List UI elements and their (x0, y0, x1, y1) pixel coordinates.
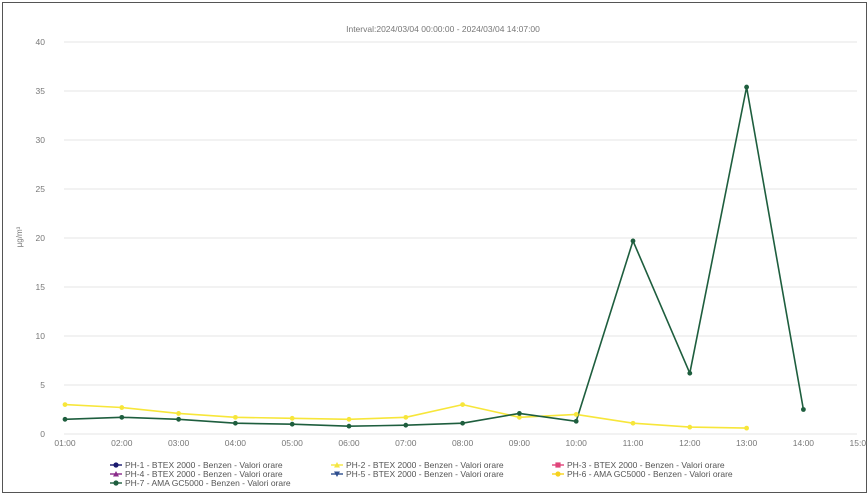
y-tick-label: 0 (40, 429, 45, 439)
x-axis-ticks: 01:00 02:00 03:00 04:00 05:00 06:00 07:00 08:00… (54, 438, 867, 448)
legend-item[interactable]: PH-6 - AMA GC5000 - Benzen - Valori orar… (552, 469, 733, 479)
data-point (289, 421, 295, 427)
data-point (630, 420, 636, 426)
data-point (289, 415, 295, 421)
data-point (573, 418, 579, 424)
data-point (176, 416, 182, 422)
data-point (403, 422, 409, 428)
x-tick-label: 04:00 (225, 438, 247, 448)
legend-item[interactable]: PH-5 - BTEX 2000 - Benzen - Valori orare (331, 469, 504, 479)
data-point (744, 425, 749, 431)
data-point (687, 370, 693, 376)
series-line (64, 86, 805, 427)
data-point (346, 416, 352, 422)
data-point (460, 420, 465, 426)
y-axis-ticks: 0 5 10 15 20 25 30 35 40 (36, 37, 46, 439)
legend-item[interactable]: PH-7 - AMA GC5000 - Benzen - Valori orar… (110, 478, 291, 488)
x-tick-label: 08:00 (452, 438, 474, 448)
series-points (62, 84, 806, 431)
y-tick-label: 5 (40, 380, 45, 390)
legend-label: PH-1 - BTEX 2000 - Benzen - Valori orare (125, 460, 283, 470)
data-point (233, 420, 238, 426)
x-tick-label: 15:00 (850, 438, 867, 448)
data-point (62, 402, 68, 407)
data-point (801, 407, 806, 412)
x-tick-label: 12:00 (679, 438, 701, 448)
y-tick-label: 35 (36, 86, 46, 96)
x-tick-label: 02:00 (111, 438, 133, 448)
x-tick-label: 07:00 (395, 438, 417, 448)
y-tick-label: 25 (36, 184, 46, 194)
x-tick-label: 11:00 (623, 438, 644, 448)
data-point (744, 84, 749, 90)
legend-item[interactable]: PH-1 - BTEX 2000 - Benzen - Valori orare (110, 460, 283, 470)
legend-item[interactable]: PH-2 - BTEX 2000 - Benzen - Valori orare (331, 460, 504, 470)
data-point (460, 402, 465, 407)
legend-marker (555, 471, 561, 477)
legend-label: PH-4 - BTEX 2000 - Benzen - Valori orare (125, 469, 283, 479)
data-point (176, 411, 182, 416)
x-tick-label: 01:00 (54, 438, 76, 448)
legend-label: PH-6 - AMA GC5000 - Benzen - Valori orar… (567, 469, 733, 479)
y-axis-label: µg/m³ (15, 226, 24, 247)
data-point (119, 414, 125, 420)
data-point (517, 411, 522, 416)
y-tick-label: 40 (36, 37, 46, 47)
x-tick-label: 13:00 (736, 438, 758, 448)
legend-label: PH-2 - BTEX 2000 - Benzen - Valori orare (346, 460, 504, 470)
chart-title: Interval:2024/03/04 00:00:00 - 2024/03/0… (346, 24, 540, 34)
legend-marker (113, 471, 119, 477)
series-lines (64, 86, 805, 429)
data-point (630, 238, 636, 244)
x-tick-label: 10:00 (566, 438, 588, 448)
y-tick-label: 15 (36, 282, 46, 292)
grid-lines (64, 41, 857, 435)
data-point (233, 414, 238, 420)
data-point (62, 416, 68, 422)
legend-label: PH-7 - AMA GC5000 - Benzen - Valori orar… (125, 478, 291, 488)
legend-item[interactable]: PH-3 - BTEX 2000 - Benzen - Valori orare (552, 460, 725, 470)
data-point (687, 424, 693, 430)
data-point (573, 412, 579, 417)
legend-label: PH-3 - BTEX 2000 - Benzen - Valori orare (567, 460, 725, 470)
x-tick-label: 03:00 (168, 438, 190, 448)
data-point (517, 414, 522, 420)
x-tick-label: 06:00 (338, 438, 360, 448)
legend-marker (113, 480, 119, 486)
data-point (119, 405, 125, 410)
legend: PH-1 - BTEX 2000 - Benzen - Valori orare… (110, 460, 733, 488)
data-point (403, 414, 409, 420)
legend-marker (334, 462, 340, 468)
x-tick-label: 09:00 (509, 438, 531, 448)
y-tick-label: 20 (36, 233, 46, 243)
x-tick-label: 05:00 (282, 438, 304, 448)
y-tick-label: 10 (36, 331, 46, 341)
legend-marker (113, 462, 119, 468)
x-tick-label: 14:00 (793, 438, 815, 448)
legend-marker (555, 462, 561, 468)
legend-item[interactable]: PH-4 - BTEX 2000 - Benzen - Valori orare (110, 469, 283, 479)
legend-label: PH-5 - BTEX 2000 - Benzen - Valori orare (346, 469, 504, 479)
data-point (346, 423, 352, 429)
y-tick-label: 30 (36, 135, 46, 145)
legend-marker (334, 471, 340, 477)
